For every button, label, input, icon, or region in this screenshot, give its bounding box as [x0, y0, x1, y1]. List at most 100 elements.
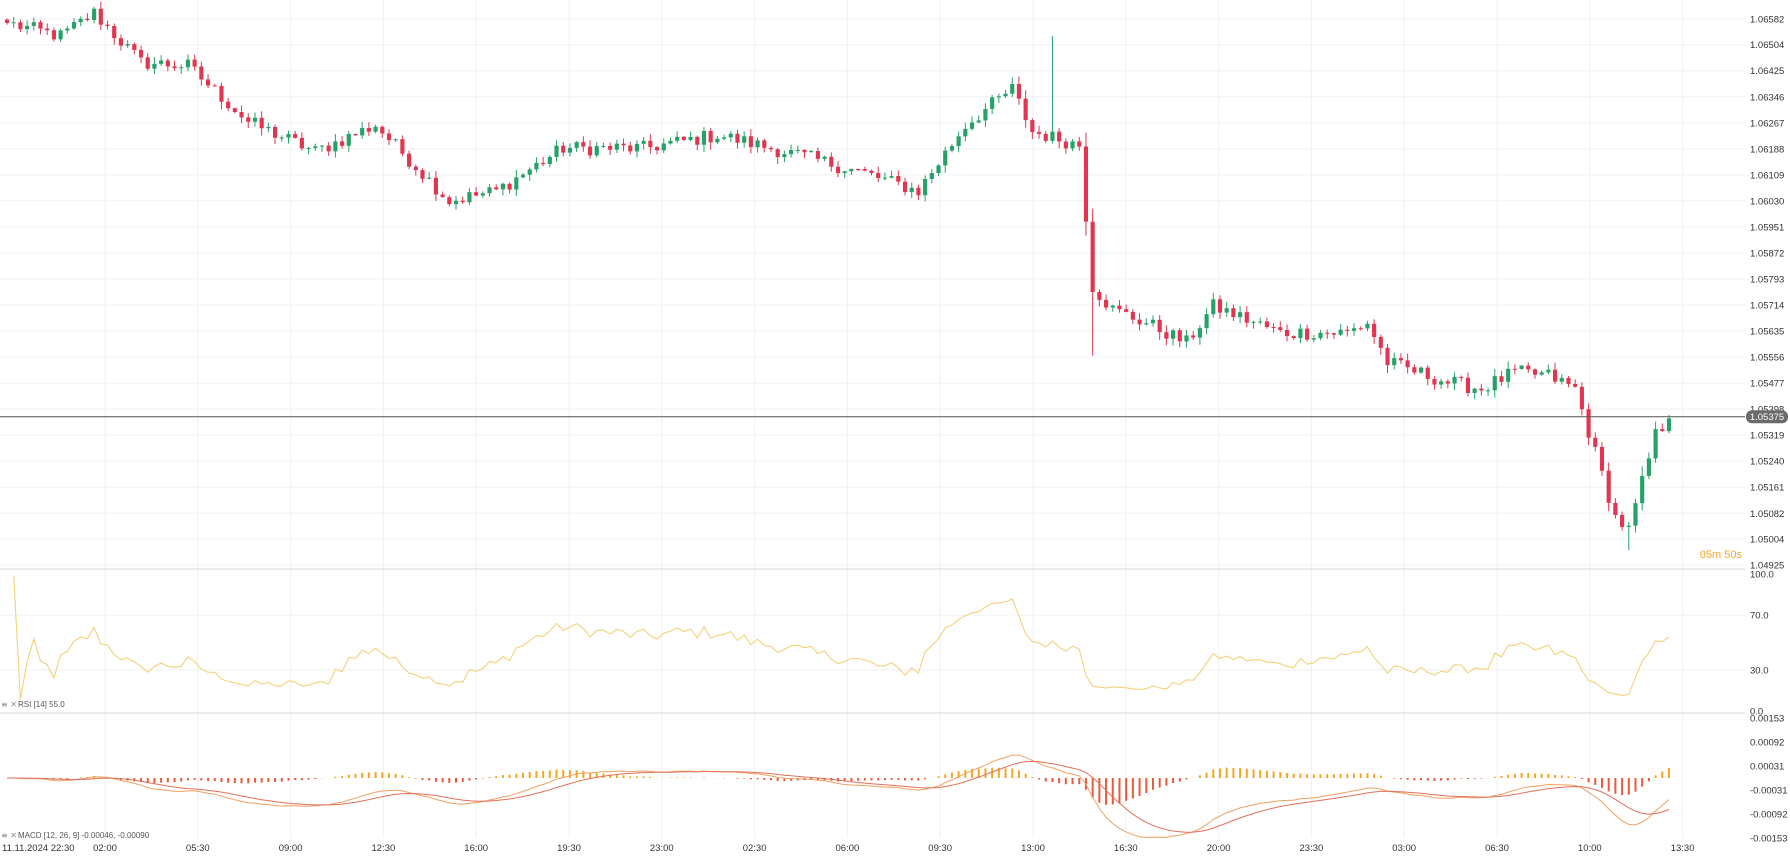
candle	[594, 141, 599, 158]
candle	[25, 20, 30, 35]
candle	[681, 135, 686, 142]
candle	[534, 157, 539, 173]
price-tick-label: 1.04925	[1750, 561, 1784, 572]
candle	[1546, 364, 1551, 375]
candle	[742, 131, 747, 148]
time-tick-label: 13:00	[1021, 843, 1045, 854]
candle	[815, 147, 820, 163]
candle	[1439, 378, 1444, 389]
candle	[125, 40, 130, 48]
candle	[353, 133, 358, 136]
price-tick-label: 1.06267	[1750, 118, 1784, 129]
price-tick-label: 1.05082	[1750, 509, 1784, 520]
candle	[1599, 442, 1605, 476]
time-tick-label: 02:00	[93, 843, 117, 854]
candle	[1278, 321, 1283, 332]
candle	[1492, 369, 1497, 398]
rsi-tick-label: 70.0	[1750, 611, 1769, 622]
candle	[346, 130, 351, 152]
candle	[1171, 328, 1176, 346]
candle	[1284, 324, 1290, 342]
macd-signal-line	[7, 760, 1670, 833]
candle	[1620, 511, 1625, 531]
candle	[433, 171, 438, 201]
candle	[407, 150, 412, 170]
candle	[1432, 376, 1437, 390]
price-tick-label: 1.06582	[1750, 15, 1784, 26]
candle	[1418, 366, 1424, 374]
candle	[842, 170, 847, 179]
candle	[1606, 462, 1611, 512]
candle	[876, 166, 881, 183]
candle	[648, 134, 653, 154]
candle	[1331, 332, 1336, 340]
time-tick-label: 23:30	[1300, 843, 1324, 854]
candle	[326, 142, 331, 156]
candle	[219, 82, 224, 110]
candle	[869, 169, 874, 176]
candle	[923, 175, 928, 202]
candle	[1633, 498, 1638, 533]
candle	[748, 129, 753, 154]
price-tick-label: 1.05161	[1750, 483, 1784, 494]
candle	[668, 137, 673, 145]
macd-legend[interactable]: ≡ ✕ MACD [12, 26, 9] -0.00046, -0.00090	[1, 831, 150, 840]
candle	[1184, 329, 1189, 348]
candle	[809, 149, 814, 153]
candle	[1023, 90, 1028, 128]
time-tick-label: 16:30	[1114, 843, 1138, 854]
time-tick-label: 16:00	[464, 843, 488, 854]
candle	[1506, 361, 1511, 388]
candle	[1110, 304, 1115, 312]
candle	[996, 93, 1001, 103]
candle	[1519, 365, 1524, 370]
candle	[789, 144, 794, 158]
price-tick-label: 1.06188	[1750, 144, 1784, 155]
candle	[145, 53, 150, 71]
candle	[38, 20, 43, 35]
candle	[675, 131, 680, 144]
time-tick-label: 13:30	[1671, 843, 1695, 854]
candle	[829, 152, 834, 172]
candle	[1526, 362, 1531, 373]
candle	[822, 155, 827, 162]
candle	[1010, 77, 1015, 97]
candle	[1398, 353, 1404, 364]
price-tick-label: 1.05398	[1750, 405, 1784, 416]
candle	[1613, 498, 1618, 519]
candle	[4, 18, 10, 25]
candle	[159, 55, 164, 66]
candle	[775, 147, 780, 164]
candle	[728, 130, 733, 143]
candle	[1425, 365, 1430, 386]
rsi-panel: 100.0 70.0 30.0 0.0	[0, 570, 1774, 718]
candle	[1003, 89, 1008, 98]
macd-settings-icon[interactable]: ≡ ✕	[1, 831, 17, 840]
price-tick-label: 1.05793	[1750, 274, 1784, 285]
rsi-settings-icon[interactable]: ≡ ✕	[1, 700, 17, 709]
rsi-tick-label: 0.0	[1750, 707, 1763, 718]
price-tick-label: 1.06030	[1750, 196, 1784, 207]
candle	[259, 111, 264, 136]
candle	[413, 164, 418, 176]
current-price-value: 1.05375	[1750, 412, 1784, 423]
candle	[1392, 352, 1397, 370]
rsi-tick-label: 30.0	[1750, 665, 1769, 676]
rsi-legend[interactable]: ≡ ✕ RSI [14] 55.0	[1, 700, 65, 709]
candle	[621, 138, 626, 152]
candle	[1566, 376, 1571, 388]
candle	[802, 149, 807, 159]
candle	[1338, 323, 1343, 337]
candle	[762, 138, 767, 153]
candle	[507, 182, 512, 194]
price-tick-label: 1.05872	[1750, 248, 1784, 259]
candle	[340, 136, 345, 149]
candle	[1251, 320, 1256, 329]
candle	[1298, 323, 1303, 344]
candle	[1244, 306, 1249, 328]
candle	[319, 145, 325, 152]
candle	[896, 170, 901, 186]
candle	[1351, 323, 1357, 336]
price-tick-label: 1.06425	[1750, 66, 1784, 77]
